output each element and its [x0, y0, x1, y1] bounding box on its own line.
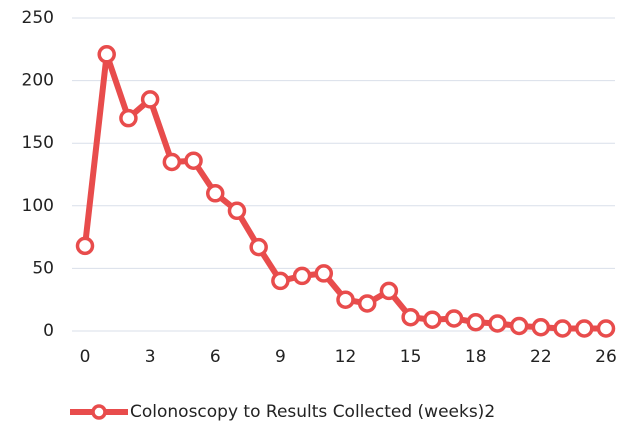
- point: [336, 290, 355, 309]
- point: [423, 310, 442, 329]
- x-tick-label: 9: [275, 347, 286, 367]
- point: [357, 294, 377, 313]
- point: [271, 271, 290, 291]
- point: [75, 236, 95, 256]
- point: [466, 312, 485, 332]
- point: [444, 309, 464, 328]
- y-tick-label: 150: [22, 133, 54, 153]
- point: [292, 266, 312, 286]
- y-tick-label: 50: [32, 258, 54, 278]
- x-tick-label: 15: [400, 347, 422, 367]
- y-tick-label: 250: [22, 8, 54, 28]
- x-tick-label: 12: [335, 347, 357, 367]
- point: [184, 151, 203, 170]
- y-tick-label: 200: [22, 71, 54, 91]
- point: [97, 45, 116, 64]
- x-tick-label: 26: [595, 347, 617, 367]
- point: [575, 319, 594, 338]
- y-tick-label: 0: [43, 321, 54, 341]
- point: [488, 314, 507, 333]
- x-tick-label: 3: [145, 347, 156, 367]
- point: [140, 90, 160, 109]
- point: [206, 184, 225, 203]
- point: [553, 319, 572, 338]
- point: [379, 281, 399, 301]
- series-line: [82, 51, 606, 332]
- legend-label: Colonoscopy to Results Collected (weeks)…: [130, 402, 495, 422]
- point: [531, 317, 551, 337]
- point: [401, 307, 420, 327]
- x-tick-label: 22: [530, 347, 552, 367]
- x-tick-label: 0: [80, 347, 91, 367]
- x-tick-label: 6: [210, 347, 221, 367]
- point: [162, 152, 182, 172]
- legend-marker: [91, 404, 107, 420]
- point: [596, 319, 616, 338]
- y-tick-label: 100: [22, 196, 54, 216]
- point: [227, 201, 247, 221]
- x-tick-label: 18: [465, 347, 487, 367]
- point: [119, 108, 138, 128]
- point: [249, 237, 268, 257]
- point: [314, 264, 334, 283]
- point: [509, 316, 529, 336]
